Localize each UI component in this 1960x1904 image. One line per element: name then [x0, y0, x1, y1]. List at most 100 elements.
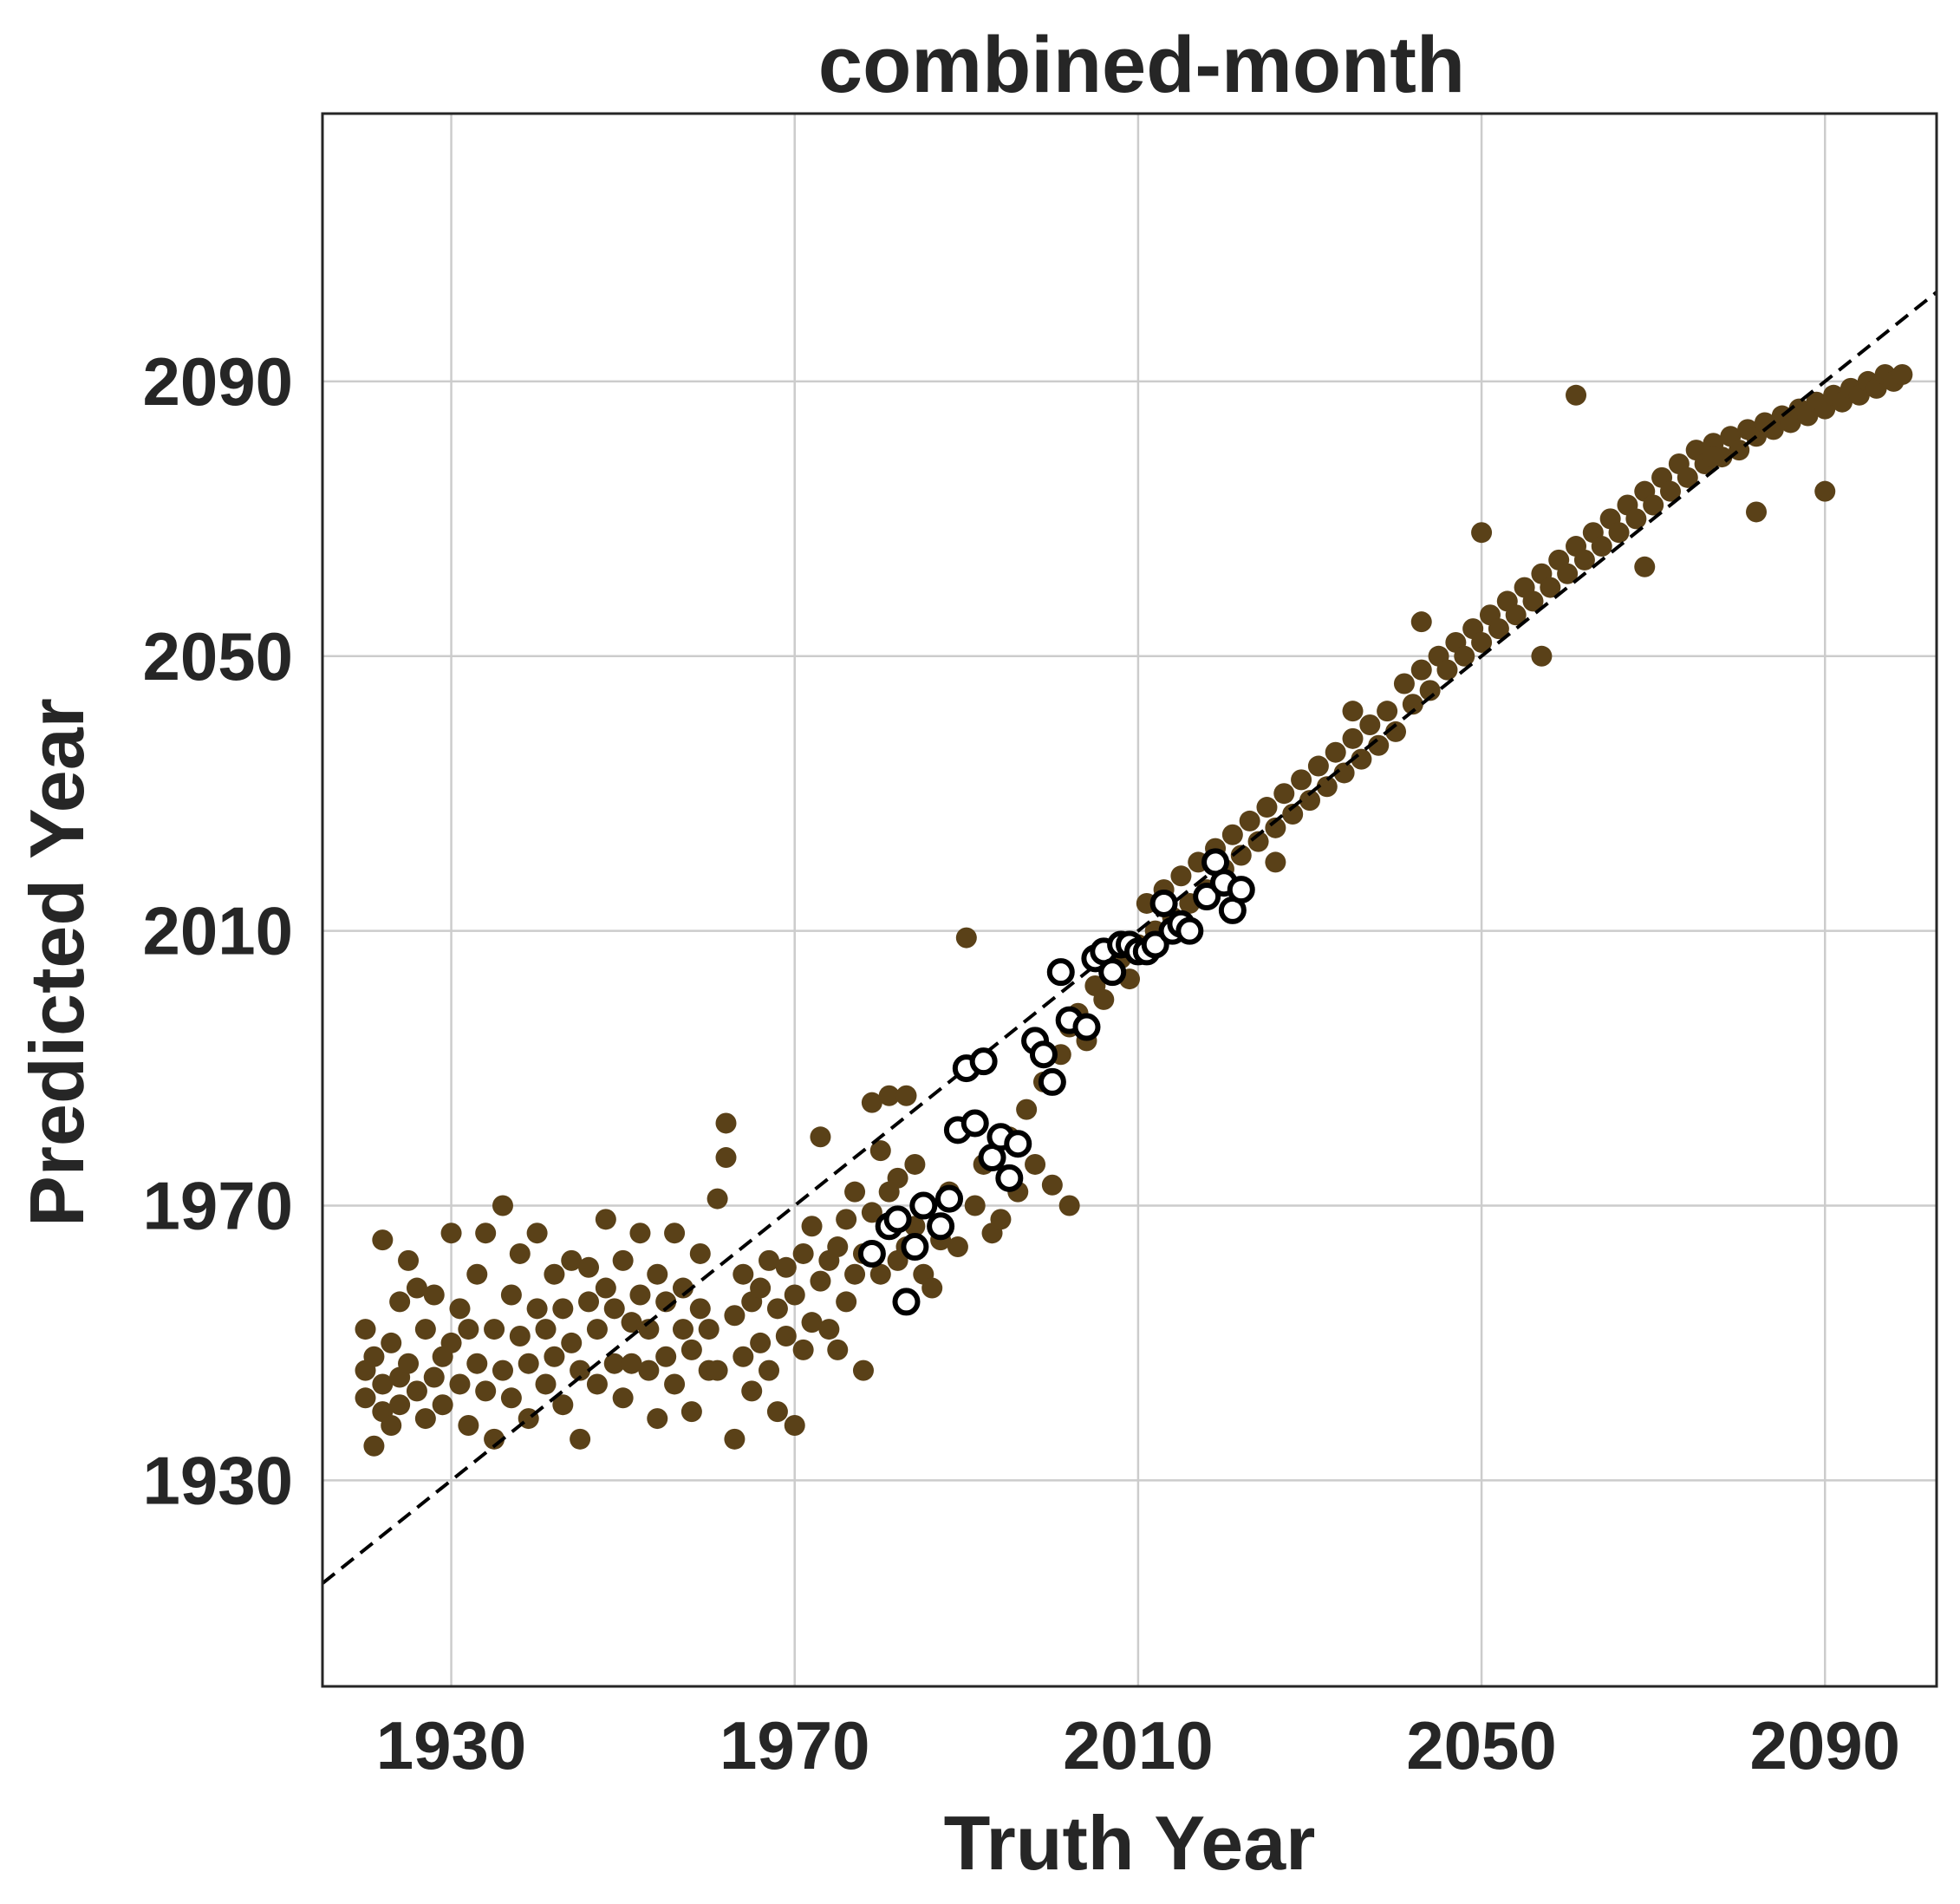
data-point: [466, 1353, 488, 1374]
data-point: [655, 1346, 677, 1367]
data-point: [647, 1263, 668, 1285]
data-point: [861, 1092, 882, 1113]
data-point: [500, 1284, 522, 1306]
data-point: [389, 1394, 411, 1416]
data-point: [990, 1209, 1012, 1230]
data-point: [750, 1277, 772, 1299]
data-point: [1814, 480, 1836, 502]
data-point: [1454, 645, 1475, 667]
data-point: [1239, 810, 1260, 831]
data-point: [724, 1305, 746, 1327]
data-point: [680, 1401, 702, 1423]
data-point: [1058, 1195, 1080, 1216]
data-point: [1410, 611, 1432, 633]
data-point: [603, 1298, 625, 1320]
data-point: [775, 1256, 797, 1278]
data-point: [869, 1263, 891, 1285]
data-point: [689, 1242, 711, 1264]
data-point: [1557, 563, 1579, 584]
x-tick-labels: 1930 1970 2010 2050 2090: [376, 1707, 1900, 1783]
highlighted-data-point: [1038, 1067, 1066, 1096]
data-point: [518, 1353, 539, 1374]
highlighted-data-point: [1175, 916, 1204, 945]
data-point: [526, 1298, 548, 1320]
data-point: [638, 1319, 660, 1340]
data-point: [1471, 522, 1493, 544]
data-point: [355, 1319, 376, 1340]
data-point: [603, 1353, 625, 1374]
data-point: [759, 1249, 780, 1271]
data-point: [1643, 494, 1664, 516]
data-point: [1488, 618, 1509, 640]
data-point: [1566, 384, 1587, 406]
data-point: [1325, 741, 1346, 763]
data-point: [440, 1223, 462, 1244]
data-point: [792, 1242, 814, 1264]
highlighted-data-point: [1046, 958, 1075, 987]
data-point: [423, 1284, 445, 1306]
data-point: [561, 1249, 583, 1271]
highlighted-data-point: [1029, 1040, 1058, 1069]
data-point: [1342, 727, 1364, 749]
data-point: [861, 1202, 882, 1223]
data-point: [638, 1360, 660, 1381]
data-point: [1351, 748, 1372, 770]
data-point: [784, 1284, 805, 1306]
y-tick-label: 2010: [142, 893, 293, 969]
data-point: [500, 1387, 522, 1409]
x-tick-label: 1970: [720, 1707, 870, 1783]
data-point: [578, 1256, 600, 1278]
data-point: [1393, 673, 1415, 694]
data-point: [1471, 631, 1493, 653]
data-point: [955, 927, 977, 949]
data-point: [552, 1394, 574, 1416]
data-point: [724, 1428, 746, 1450]
data-point: [561, 1332, 583, 1353]
data-point: [1273, 783, 1295, 805]
data-point: [792, 1339, 814, 1360]
data-point: [475, 1380, 497, 1402]
data-point: [389, 1291, 411, 1313]
data-point: [715, 1147, 737, 1169]
data-point: [544, 1263, 565, 1285]
data-point: [1093, 988, 1115, 1010]
data-point: [664, 1223, 686, 1244]
data-point: [947, 1236, 968, 1258]
data-point: [621, 1353, 642, 1374]
data-point: [1247, 831, 1269, 852]
filled-points-series: [355, 364, 1913, 1457]
highlighted-data-point: [935, 1184, 964, 1213]
data-point: [810, 1270, 831, 1292]
data-point: [535, 1373, 557, 1395]
data-point: [509, 1326, 531, 1347]
y-tick-label: 1970: [142, 1168, 293, 1244]
data-point: [810, 1126, 831, 1148]
data-point: [372, 1373, 394, 1395]
data-point: [423, 1366, 445, 1388]
data-point: [1265, 851, 1286, 873]
highlighted-data-point: [1149, 889, 1178, 917]
data-point: [612, 1249, 634, 1271]
data-point: [1359, 714, 1381, 736]
highlighted-data-point: [1141, 930, 1169, 959]
data-point: [672, 1319, 693, 1340]
data-point: [887, 1167, 908, 1189]
data-point: [1410, 659, 1432, 681]
data-point: [552, 1298, 574, 1320]
data-point: [664, 1373, 686, 1395]
data-point: [964, 1195, 986, 1216]
data-point: [544, 1346, 565, 1367]
data-point: [1170, 865, 1192, 887]
data-point: [1892, 364, 1913, 386]
data-point: [1265, 817, 1286, 838]
data-point: [458, 1319, 479, 1340]
data-point: [1016, 1099, 1038, 1120]
data-point: [1368, 734, 1390, 756]
highlighted-data-point: [1098, 958, 1127, 987]
data-point: [629, 1284, 651, 1306]
data-point: [698, 1319, 720, 1340]
data-point: [741, 1380, 763, 1402]
data-point: [766, 1401, 788, 1423]
data-point: [1299, 790, 1320, 812]
data-point: [1634, 556, 1656, 577]
